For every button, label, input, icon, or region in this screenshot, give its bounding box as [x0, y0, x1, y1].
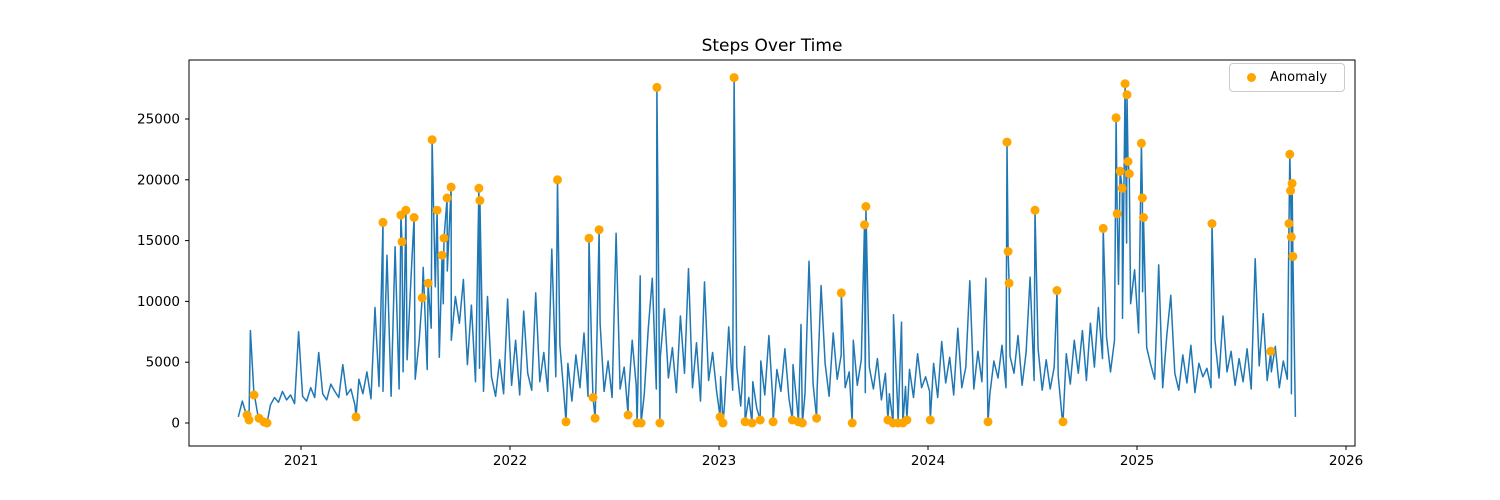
- anomaly-marker: [836, 288, 846, 298]
- anomaly-marker: [755, 415, 765, 425]
- anomaly-marker: [1058, 417, 1068, 427]
- x-tick-label: 2026: [1329, 453, 1363, 469]
- anomaly-marker: [432, 205, 442, 215]
- legend-label-anomaly: Anomaly: [1270, 70, 1328, 85]
- x-tick-label: 2022: [493, 453, 527, 469]
- anomaly-marker: [1136, 138, 1146, 148]
- anomaly-marker: [262, 418, 272, 428]
- anomaly-marker: [437, 250, 447, 260]
- anomaly-marker: [1266, 346, 1276, 356]
- steps-line-series: [237, 76, 1297, 424]
- anomaly-marker: [636, 418, 646, 428]
- anomaly-marker: [655, 418, 665, 428]
- x-tick-label: 2021: [284, 453, 318, 469]
- anomaly-marker: [446, 182, 456, 192]
- anomaly-marker: [1098, 223, 1108, 233]
- anomaly-marker: [747, 418, 757, 428]
- x-tick-label: 2024: [911, 453, 945, 469]
- anomaly-marker: [442, 193, 452, 203]
- anomaly-marker: [1112, 209, 1122, 219]
- anomaly-marker: [925, 415, 935, 425]
- anomaly-marker: [847, 418, 857, 428]
- y-tick-label: 0: [171, 416, 180, 432]
- anomaly-marker: [584, 233, 594, 243]
- anomaly-marker: [417, 293, 427, 303]
- anomaly-marker: [1002, 137, 1012, 147]
- anomaly-marker: [1137, 193, 1147, 203]
- anomaly-marker-icon: [1247, 73, 1256, 82]
- anomaly-marker: [1284, 219, 1294, 229]
- anomaly-marker: [1207, 219, 1217, 229]
- anomaly-marker: [983, 417, 993, 427]
- y-tick-label: 25000: [137, 112, 180, 128]
- anomaly-marker: [1286, 186, 1296, 196]
- y-tick-label: 15000: [137, 233, 180, 249]
- anomaly-marker: [768, 417, 778, 427]
- anomaly-marker: [1288, 251, 1298, 261]
- anomaly-marker: [1030, 205, 1040, 215]
- anomaly-marker: [718, 418, 728, 428]
- anomaly-marker: [860, 220, 869, 230]
- anomaly-marker: [474, 183, 484, 193]
- anomaly-marker: [740, 417, 750, 427]
- anomaly-marker: [1003, 247, 1013, 256]
- anomaly-marker: [1122, 90, 1132, 100]
- anomaly-marker: [590, 413, 600, 423]
- anomaly-marker: [249, 390, 259, 400]
- anomaly-marker: [861, 202, 871, 211]
- anomaly-marker: [1285, 149, 1295, 159]
- anomaly-marker: [475, 196, 485, 205]
- anomaly-marker: [397, 237, 407, 247]
- anomaly-marker: [401, 205, 411, 215]
- anomaly-marker: [378, 217, 388, 227]
- anomaly-marker: [1117, 183, 1127, 193]
- anomaly-marker: [1124, 169, 1134, 179]
- anomaly-marker: [1123, 157, 1133, 166]
- anomaly-marker: [244, 415, 254, 425]
- anomaly-marker: [729, 73, 739, 83]
- y-tick-label: 10000: [137, 294, 180, 310]
- anomaly-marker: [1286, 232, 1296, 242]
- anomaly-marker: [1052, 286, 1062, 295]
- x-tick-label: 2025: [1120, 453, 1154, 469]
- anomaly-marker: [594, 225, 604, 235]
- anomaly-marker: [902, 415, 912, 425]
- anomaly-marker: [812, 413, 822, 423]
- anomaly-marker: [588, 393, 598, 402]
- anomaly-marker: [1111, 113, 1121, 123]
- anomaly-marker: [1004, 278, 1014, 288]
- y-tick-label: 20000: [137, 172, 180, 188]
- anomaly-marker: [1139, 213, 1148, 222]
- anomaly-marker: [561, 417, 571, 427]
- anomaly-marker: [797, 418, 807, 428]
- anomaly-marker: [1120, 79, 1130, 89]
- plot-border: [188, 59, 1356, 447]
- anomaly-marker: [409, 213, 419, 222]
- x-tick-label: 2023: [702, 453, 736, 469]
- anomaly-marker: [427, 135, 437, 145]
- anomaly-marker: [423, 278, 433, 288]
- anomaly-marker: [1287, 178, 1297, 188]
- legend: Anomaly: [1229, 63, 1345, 92]
- anomaly-marker: [351, 412, 361, 422]
- anomaly-marker: [1115, 166, 1125, 176]
- y-tick-label: 5000: [146, 355, 180, 371]
- anomaly-marker: [652, 82, 662, 92]
- anomaly-marker: [439, 233, 449, 243]
- anomaly-marker: [553, 175, 562, 185]
- chart-title: Steps Over Time: [701, 36, 843, 56]
- anomaly-marker: [623, 410, 633, 420]
